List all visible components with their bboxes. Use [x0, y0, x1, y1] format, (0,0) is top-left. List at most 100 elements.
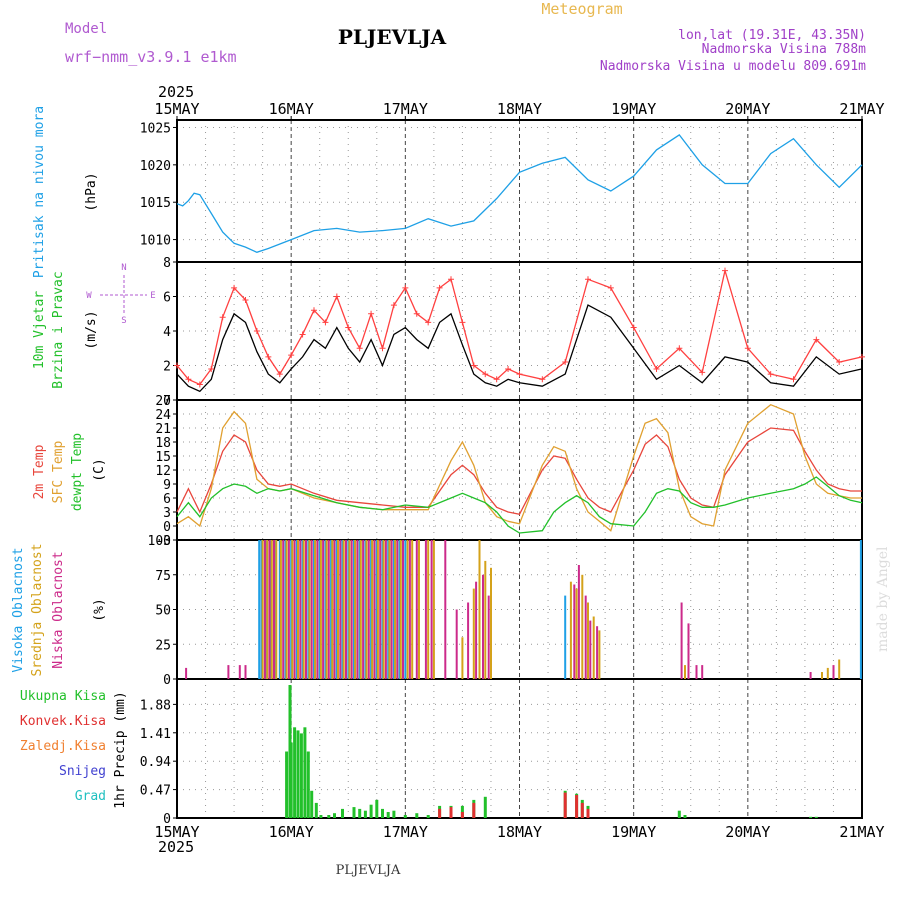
low_cloud-bar [444, 540, 447, 679]
low_cloud-bar [263, 540, 266, 679]
total_precip-bar [375, 799, 379, 818]
wind-gust-marker [790, 376, 797, 383]
total_precip-bar [483, 796, 487, 818]
mid_cloud-bar [484, 560, 487, 679]
legend-frozen-precip: Zaledj.Kisa [20, 739, 106, 754]
wind-gust-marker [607, 284, 614, 291]
time-label-bottom: 18MAY [497, 823, 542, 841]
mid_cloud-bar [821, 672, 823, 679]
mid_cloud-bar [371, 540, 374, 679]
y-tick-label: 21 [155, 422, 171, 437]
low_cloud-bar [424, 540, 427, 679]
temp-title3: dewpt Temp [70, 433, 85, 511]
time-label-bottom: 15MAY [154, 823, 199, 841]
total_precip-bar [327, 815, 331, 818]
high_cloud-bar [341, 540, 344, 679]
y-tick-label: 0 [163, 673, 171, 688]
mid_cloud-bar [266, 540, 269, 679]
wind-gust-marker [288, 352, 295, 359]
time-label-bottom: 21MAY [839, 823, 884, 841]
total_precip-bar [415, 813, 419, 818]
compass-w-label: W [86, 291, 92, 301]
conv_precip-bar [563, 792, 567, 818]
low_cloud-bar [584, 595, 587, 679]
y-tick-label: 1025 [140, 121, 171, 136]
high_cloud-bar [381, 540, 384, 679]
time-label-top: 18MAY [497, 100, 542, 118]
total_precip-bar [683, 815, 687, 818]
mid_cloud-bar [337, 540, 339, 679]
total_precip-bar [314, 802, 318, 818]
wind-gust-marker [253, 328, 260, 334]
y-tick-label: 0 [163, 812, 171, 827]
high_cloud-bar [859, 540, 862, 679]
legend-total-precip: Ukupna Kisa [20, 689, 106, 704]
high_cloud-bar [335, 540, 338, 679]
y-tick-label: 1015 [140, 196, 171, 211]
low_cloud-bar [327, 540, 330, 679]
precip-unit: 1hr Precip (mm) [113, 691, 128, 808]
time-label-top: 21MAY [839, 100, 884, 118]
mid_cloud-bar [331, 540, 334, 679]
conv_precip-bar [586, 808, 590, 818]
mid_cloud-bar [826, 667, 829, 679]
wind-gust-marker [813, 336, 820, 343]
wind-gust-marker [859, 353, 865, 360]
low_cloud-bar [384, 540, 387, 679]
cloud-unit: (%) [92, 598, 107, 621]
total_precip-bar [677, 810, 681, 818]
low_cloud-bar [305, 540, 307, 679]
low_cloud-bar [701, 665, 704, 679]
mid_cloud-bar [490, 567, 492, 679]
wind-gust-marker [379, 345, 386, 352]
low_cloud-bar [596, 626, 599, 679]
conv_precip-bar [449, 807, 453, 818]
mid_cloud-bar [478, 540, 481, 679]
low_cloud-bar [316, 540, 319, 679]
time-label-top: 19MAY [611, 100, 656, 118]
mid_cloud-bar [394, 540, 397, 679]
high_cloud-bar [370, 540, 373, 679]
mid_cloud-bar [581, 574, 584, 680]
low_cloud-bar [475, 581, 478, 679]
wind_speed-line [176, 304, 863, 393]
low_cloud-bar [809, 672, 812, 679]
high_cloud-bar [324, 540, 327, 679]
low_cloud-bar [408, 540, 411, 679]
wind-gust-marker [345, 324, 352, 331]
lonlat-info: lon,lat (19.31E, 43.35N) [678, 28, 866, 43]
low_cloud-bar [832, 665, 835, 679]
low_cloud-bar [322, 540, 325, 679]
y-tick-label: 15 [155, 450, 171, 465]
mid_cloud-bar [325, 540, 328, 679]
low_cloud-bar [467, 602, 470, 679]
pressure-title: Pritisak na nivou mora [32, 106, 47, 278]
high_cloud-bar [404, 540, 407, 679]
time-label-top: 17MAY [383, 100, 428, 118]
mid_cloud-bar [406, 540, 409, 679]
meteogram-label: Meteogram [541, 0, 622, 18]
high_cloud-bar [392, 540, 395, 679]
high_cloud-bar [364, 540, 367, 679]
wind-gust-marker [368, 310, 375, 317]
low_cloud-bar [573, 584, 576, 679]
total_precip-bar [403, 815, 407, 818]
total_precip-bar [303, 727, 307, 818]
wind-gust-marker [505, 365, 512, 372]
compass-s-label: S [121, 316, 126, 326]
wind-gust-marker [744, 345, 751, 352]
wind-gust-marker [333, 293, 340, 300]
temp-title2: SFC Temp [51, 441, 66, 504]
mid_cloud-bar [418, 540, 420, 679]
low_cloud-bar [339, 540, 342, 679]
mid_cloud-bar [432, 540, 435, 679]
mid_cloud-bar [270, 540, 273, 679]
cloud-title3: Niska Oblacnost [51, 551, 66, 668]
mid_cloud-bar [314, 540, 317, 679]
high_cloud-bar [387, 540, 390, 679]
mid_cloud-bar [598, 630, 601, 679]
y-tick-label: -3 [155, 534, 171, 549]
wind-gust-marker [767, 371, 774, 378]
y-tick-label: 25 [155, 638, 171, 653]
wind-gust-marker [174, 362, 180, 369]
